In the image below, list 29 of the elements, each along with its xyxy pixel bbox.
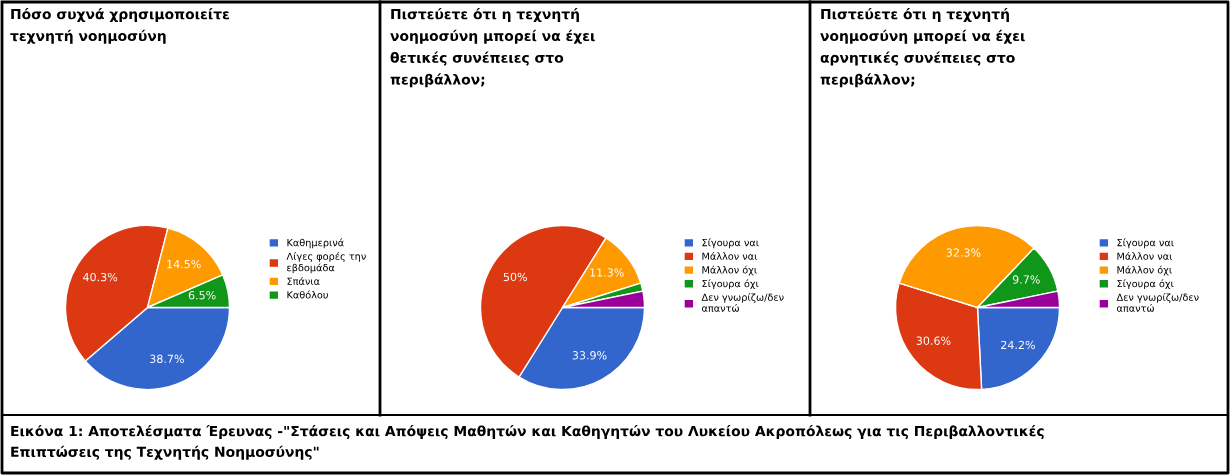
data-label: 50% (503, 272, 527, 282)
legend-label: Σίγουρα ναι (702, 238, 759, 249)
chart-title: Πιστεύετε ότι η τεχνητή νοημοσύνη μπορεί να έχει αρνητικές συνέπειες στο περιβάλλον; (820, 8, 1025, 88)
legend-label: Σίγουρα όχι (1117, 279, 1174, 290)
legend-label: Μάλλον όχι (702, 265, 757, 276)
legend-label: Σπάνια (287, 277, 320, 285)
data-label: 33.9% (572, 351, 607, 360)
data-label: 38.7% (150, 354, 184, 364)
chart-title: Πιστεύετε ότι η τεχνητή νοημοσύνη μπορεί να έχει θετικές συνέπειες στο περιβάλλον; (390, 8, 595, 88)
legend-label: Λίγες φορές την εβδομάδα (286, 252, 366, 274)
data-label: 40.3% (83, 272, 118, 282)
legend-label: Μάλλον όχι (1117, 265, 1172, 276)
data-label: 14.5% (167, 259, 201, 269)
data-label: 11.3% (590, 268, 624, 277)
data-label: 30.6% (916, 336, 951, 345)
data-label: 32.3% (946, 248, 981, 257)
legend-label: Δεν γνωρίζω/δεν απαντώ (701, 293, 784, 312)
legend-label: Σίγουρα όχι (702, 279, 759, 290)
legend-label: Καθόλου (287, 290, 328, 299)
data-label: 9.7% (1012, 275, 1040, 284)
legend-label: Δεν γνωρίζω/δεν απαντώ (1116, 293, 1199, 312)
chart-title: Πόσο συχνά χρησιμοποιείτε τεχνητή νοημοσύνη (10, 8, 229, 44)
legend-label: Καθημερινά (287, 238, 344, 249)
data-label: 6.5% (188, 291, 216, 300)
text: Εικόνα 1: Αποτελέσματα Έρευνας -"Στάσεις και Απόψεις Μαθητών και Καθηγητών του Λυκείου Ακροπόλεως για τις Περιβαλλοντικές Επιπτώσεις της Τεχνητής Νοημοσύνης" (11, 425, 1044, 460)
legend-label: Σίγουρα ναι (1117, 238, 1174, 249)
legend-label: Μάλλον ναι (1117, 251, 1173, 260)
legend-label: Μάλλον ναι (702, 251, 758, 260)
data-label: 24.2% (1001, 340, 1035, 350)
